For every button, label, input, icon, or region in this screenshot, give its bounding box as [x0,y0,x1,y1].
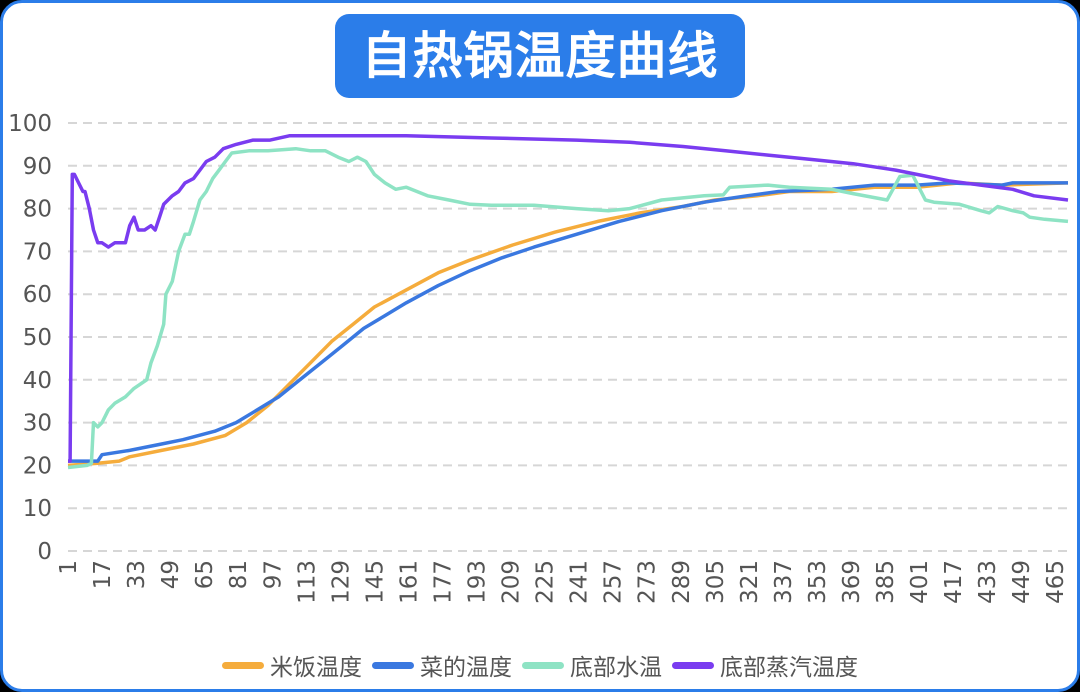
legend-item[interactable]: 米饭温度 [222,648,362,682]
legend-label: 菜的温度 [420,655,512,681]
y-tick-label: 100 [8,111,52,137]
x-tick-label: 417 [941,560,967,604]
legend-label: 底部水温 [570,655,662,681]
legend-swatch [222,661,264,669]
x-tick-label: 321 [737,560,763,604]
x-tick-label: 65 [192,560,218,589]
x-tick-label: 433 [975,560,1001,604]
series-line-0 [67,181,1069,468]
x-tick-label: 161 [396,560,422,604]
x-tick-label: 465 [1043,560,1069,604]
x-tick-label: 145 [362,560,388,604]
x-tick-label: 1 [56,560,82,575]
legend-item[interactable]: 底部水温 [522,648,662,682]
x-tick-label: 385 [873,560,899,604]
x-tick-label: 113 [294,560,320,604]
series-line-1 [68,181,1068,463]
legend-item[interactable]: 底部蒸汽温度 [672,648,858,682]
y-tick-label: 80 [23,197,52,223]
y-tick-label: 20 [23,453,52,479]
y-tick-label: 40 [23,368,52,394]
legend-label: 底部蒸汽温度 [720,655,858,681]
legend-label: 米饭温度 [270,655,362,681]
x-tick-label: 81 [226,560,252,589]
x-tick-label: 449 [1009,560,1035,604]
x-tick-label: 337 [771,560,797,604]
legend: 米饭温度 菜的温度 底部水温 底部蒸汽温度 [0,648,1080,682]
x-tick-label: 257 [601,560,627,604]
y-tick-label: 30 [23,411,52,437]
series-line-2 [67,146,1069,470]
x-tick-label: 353 [805,560,831,604]
legend-swatch [672,661,714,669]
x-tick-label: 177 [430,560,456,604]
y-tick-label: 60 [23,282,52,308]
x-tick-label: 17 [90,560,116,589]
x-tick-label: 241 [567,560,593,604]
series-line-3 [68,134,1069,463]
legend-item[interactable]: 菜的温度 [372,648,512,682]
x-tick-label: 129 [328,560,354,604]
x-tick-label: 305 [703,560,729,604]
y-tick-label: 90 [23,154,52,180]
legend-swatch [372,661,414,669]
x-tick-label: 49 [158,560,184,589]
x-tick-label: 225 [533,560,559,604]
x-tick-label: 193 [465,560,491,604]
y-tick-label: 10 [23,496,52,522]
x-tick-label: 273 [635,560,661,604]
x-tick-label: 401 [907,560,933,604]
x-tick-label: 209 [499,560,525,604]
chart-title: 自热锅温度曲线 [335,14,745,98]
x-tick-label: 369 [839,560,865,604]
x-tick-label: 33 [124,560,150,589]
y-tick-label: 0 [37,539,52,565]
y-tick-label: 50 [23,325,52,351]
x-tick-label: 97 [260,560,286,589]
legend-swatch [522,661,564,669]
y-tick-label: 70 [23,239,52,265]
x-tick-label: 289 [669,560,695,604]
